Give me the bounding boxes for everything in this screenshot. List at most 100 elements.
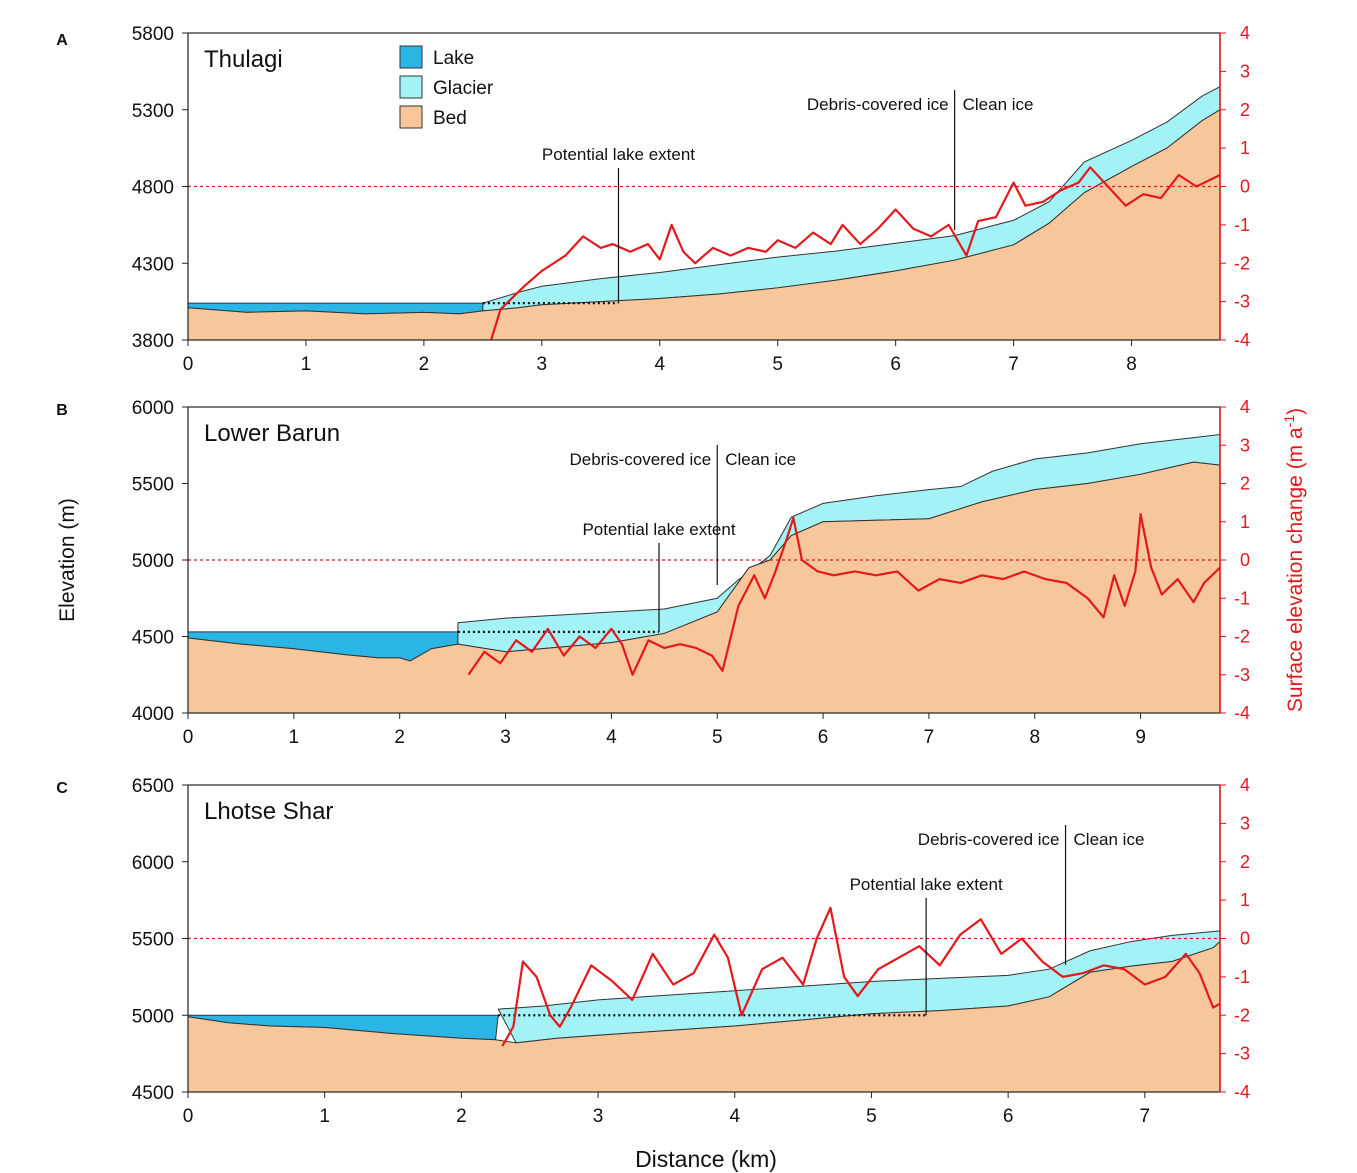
y2-tick-label: 2 [1240, 852, 1250, 872]
y-tick-label: 5000 [132, 551, 174, 572]
x-tick-label: 0 [183, 1106, 194, 1127]
x-tick-label: 5 [866, 1106, 877, 1127]
y2-tick-label: -1 [1234, 215, 1250, 235]
y2-tick-label: -4 [1234, 1082, 1250, 1102]
lake-extent-label: Potential lake extent [582, 520, 735, 539]
y-tick-label: 6000 [132, 853, 174, 874]
y2-axis-title-end: ) [1284, 408, 1307, 415]
legend: Lake Glacier Bed [399, 45, 494, 129]
y-tick-label: 4500 [132, 628, 174, 649]
x-tick-label: 2 [456, 1106, 467, 1127]
legend-bed-swatch [399, 105, 423, 129]
y-tick-label: 5300 [132, 101, 174, 122]
elevation-change-line [490, 166, 1220, 340]
y2-tick-label: -1 [1234, 967, 1250, 987]
debris-ice-label: Debris-covered ice [807, 95, 949, 114]
y2-axis-title-main: Surface elevation change (m a [1284, 427, 1307, 712]
y-tick-label: 5500 [132, 475, 174, 496]
y2-tick-label: 1 [1240, 890, 1250, 910]
y2-tick-label: -1 [1234, 588, 1250, 608]
bed-area [188, 109, 1220, 340]
y-tick-label: 4500 [132, 1083, 174, 1104]
x-tick-label: 4 [654, 354, 665, 375]
x-tick-label: 4 [606, 727, 617, 748]
y2-tick-label: 4 [1240, 397, 1250, 417]
plot-area [188, 86, 1220, 340]
y2-tick-label: 0 [1240, 177, 1250, 197]
y2-tick-label: -2 [1234, 253, 1250, 273]
y2-tick-label: 2 [1240, 474, 1250, 494]
clean-ice-label: Clean ice [725, 450, 796, 469]
panel-a: Potential lake extent Debris-covered ice C… [56, 23, 1250, 375]
y-tick-label: 3800 [132, 331, 174, 352]
y-tick-label: 4000 [132, 704, 174, 725]
lake-extent-label: Potential lake extent [850, 875, 1003, 894]
lake-extent-label: Potential lake extent [542, 145, 695, 164]
x-tick-label: 3 [537, 354, 548, 375]
x-tick-label: 1 [319, 1106, 330, 1127]
x-axis-title: Distance (km) [635, 1146, 777, 1172]
y2-tick-label: 0 [1240, 929, 1250, 949]
y2-tick-label: 3 [1240, 435, 1250, 455]
plot-area [188, 434, 1220, 713]
elevation-change-line [467, 512, 1220, 676]
y-tick-label: 5000 [132, 1006, 174, 1027]
y2-tick-label: 4 [1240, 23, 1250, 43]
x-tick-label: 7 [1140, 1106, 1151, 1127]
y2-tick-label: -4 [1234, 330, 1250, 350]
y2-tick-label: -2 [1234, 627, 1250, 647]
x-tick-label: 9 [1135, 727, 1146, 748]
panel-c: Potential lake extent Debris-covered ice C… [56, 775, 1250, 1127]
clean-ice-label: Clean ice [963, 95, 1034, 114]
y2-tick-label: 0 [1240, 550, 1250, 570]
x-tick-label: 3 [593, 1106, 604, 1127]
y2-tick-label: -2 [1234, 1005, 1250, 1025]
x-tick-label: 0 [183, 354, 194, 375]
y-axis-title: Elevation (m) [56, 498, 79, 622]
debris-ice-label: Debris-covered ice [918, 830, 1060, 849]
y-tick-label: 6500 [132, 776, 174, 797]
y-tick-label: 6000 [132, 398, 174, 419]
y-tick-label: 4300 [132, 254, 174, 275]
x-tick-label: 6 [818, 727, 829, 748]
bed-area [188, 940, 1220, 1092]
panel-title: Lhotse Shar [204, 798, 333, 825]
x-tick-label: 7 [1008, 354, 1019, 375]
x-tick-label: 8 [1029, 727, 1040, 748]
x-tick-label: 5 [772, 354, 783, 375]
legend-bed-label: Bed [433, 108, 467, 129]
x-tick-label: 2 [394, 727, 405, 748]
x-tick-label: 6 [890, 354, 901, 375]
x-tick-label: 1 [301, 354, 312, 375]
panel-title: Lower Barun [204, 420, 340, 447]
elevation-change-line [501, 906, 1220, 1047]
x-tick-label: 0 [183, 727, 194, 748]
panel-letter: C [56, 780, 68, 797]
y2-axis-title: Surface elevation change (m a-1) [1281, 408, 1307, 712]
y2-tick-label: -4 [1234, 703, 1250, 723]
debris-ice-label: Debris-covered ice [569, 450, 711, 469]
panels: Potential lake extent Debris-covered ice C… [56, 23, 1250, 1127]
x-tick-label: 8 [1126, 354, 1137, 375]
y2-tick-label: 4 [1240, 775, 1250, 795]
panel-letter: A [56, 32, 68, 49]
legend-lake-swatch [399, 45, 423, 69]
y-tick-label: 5500 [132, 930, 174, 951]
panel-letter: B [56, 402, 68, 419]
y2-tick-label: 3 [1240, 813, 1250, 833]
y2-tick-label: 3 [1240, 61, 1250, 81]
y2-tick-label: -3 [1234, 665, 1250, 685]
panel-b: Potential lake extent Debris-covered ice C… [56, 397, 1250, 748]
x-tick-label: 4 [729, 1106, 740, 1127]
clean-ice-label: Clean ice [1074, 830, 1145, 849]
y2-tick-label: -3 [1234, 1044, 1250, 1064]
y2-tick-label: -3 [1234, 292, 1250, 312]
y-tick-label: 5800 [132, 24, 174, 45]
x-tick-label: 5 [712, 727, 723, 748]
x-tick-label: 6 [1003, 1106, 1014, 1127]
y2-tick-label: 1 [1240, 512, 1250, 532]
legend-glacier-label: Glacier [433, 78, 494, 99]
x-tick-label: 7 [924, 727, 935, 748]
y2-tick-label: 1 [1240, 138, 1250, 158]
y2-tick-label: 2 [1240, 100, 1250, 120]
